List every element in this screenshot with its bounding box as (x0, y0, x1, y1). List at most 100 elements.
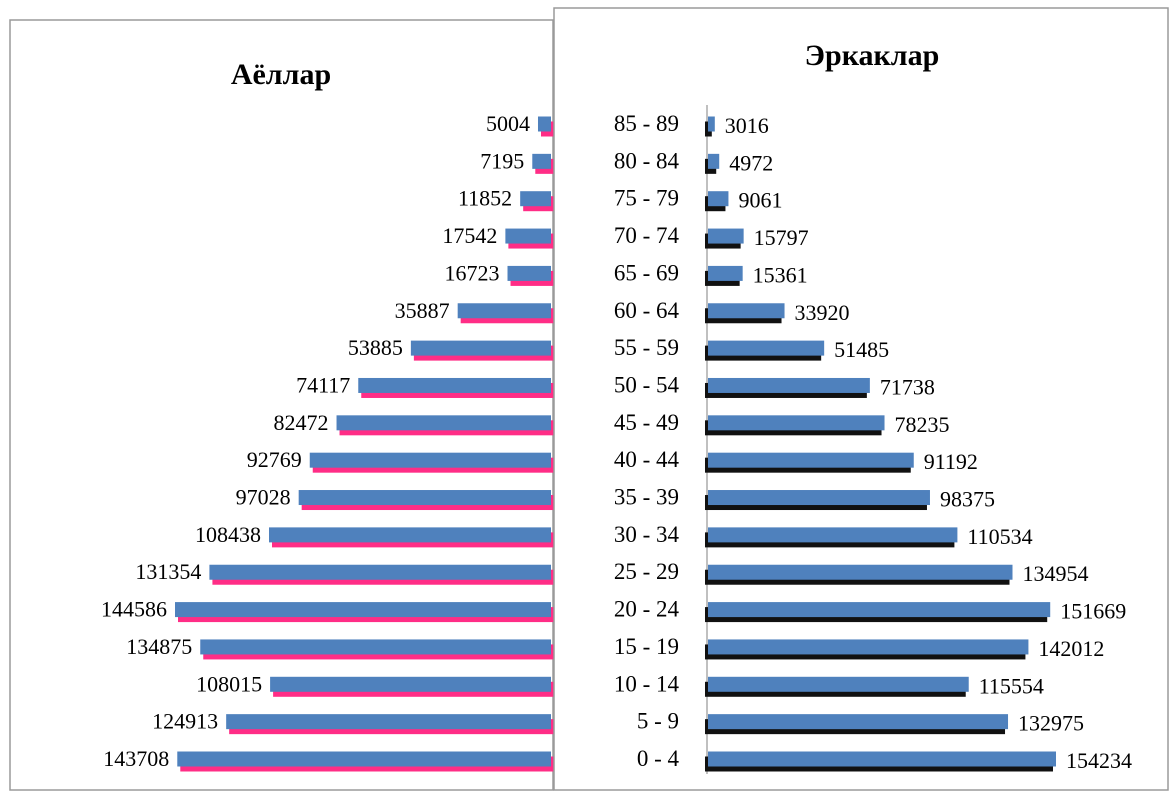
male-value-label-30-34: 110534 (967, 524, 1032, 549)
male-bar-80-84 (708, 153, 720, 169)
female-bar-65-69 (507, 265, 551, 281)
female-value-label-20-24: 144586 (101, 597, 167, 622)
female-bar-20-24 (175, 602, 551, 618)
female-bar-75-79 (520, 191, 551, 207)
female-bar-25-29 (209, 564, 551, 580)
female-bar-80-84 (532, 153, 551, 169)
age-group-label-75-79: 75 - 79 (614, 186, 679, 211)
female-value-label-85-89: 5004 (486, 111, 530, 136)
male-bar-70-74 (708, 228, 744, 244)
female-panel-frame (9, 19, 554, 791)
female-bar-50-54 (358, 377, 551, 393)
female-panel-title: Аёллар (231, 58, 331, 91)
female-value-label-35-39: 97028 (236, 485, 291, 510)
female-value-label-65-69: 16723 (445, 260, 500, 285)
female-value-label-25-29: 131354 (135, 559, 201, 584)
age-group-label-60-64: 60 - 64 (614, 298, 680, 323)
male-value-label-50-54: 71738 (880, 374, 935, 399)
age-group-label-0-4: 0 - 4 (637, 746, 680, 771)
age-group-label-50-54: 50 - 54 (614, 372, 680, 397)
age-group-label-85-89: 85 - 89 (614, 111, 679, 136)
female-bar-70-74 (505, 228, 551, 244)
age-group-label-30-34: 30 - 34 (614, 522, 680, 547)
male-bar-60-64 (708, 303, 785, 319)
male-bar-5-9 (708, 714, 1009, 730)
male-bar-25-29 (708, 564, 1013, 580)
male-panel-frame (553, 7, 1169, 791)
male-value-label-65-69: 15361 (753, 262, 808, 287)
age-group-label-5-9: 5 - 9 (637, 709, 679, 734)
male-bar-45-49 (708, 415, 885, 431)
female-value-label-55-59: 53885 (348, 335, 403, 360)
male-value-label-45-49: 78235 (895, 412, 950, 437)
female-value-label-50-54: 74117 (296, 372, 350, 397)
male-value-label-40-44: 91192 (924, 449, 978, 474)
age-group-label-40-44: 40 - 44 (614, 447, 680, 472)
female-bar-5-9 (226, 714, 551, 730)
male-value-label-75-79: 9061 (738, 188, 782, 213)
age-group-label-55-59: 55 - 59 (614, 335, 679, 360)
female-value-label-45-49: 82472 (274, 410, 329, 435)
male-value-label-85-89: 3016 (725, 113, 769, 138)
male-bar-50-54 (708, 377, 870, 393)
male-value-label-35-39: 98375 (940, 487, 995, 512)
female-bar-10-14 (270, 676, 551, 692)
female-bar-55-59 (410, 340, 551, 356)
male-value-label-5-9: 132975 (1018, 711, 1084, 736)
female-value-label-15-19: 134875 (126, 634, 192, 659)
male-panel-title: Эркаклар (805, 39, 940, 72)
female-bar-40-44 (309, 452, 551, 468)
female-bar-30-34 (269, 527, 551, 543)
male-bar-55-59 (708, 340, 825, 356)
female-value-label-75-79: 11852 (458, 186, 512, 211)
age-group-label-45-49: 45 - 49 (614, 410, 679, 435)
male-value-label-20-24: 151669 (1060, 599, 1126, 624)
male-bar-10-14 (708, 676, 969, 692)
male-panel: Эркаклар 1542341329751155541420121516691… (553, 7, 1169, 791)
male-value-label-70-74: 15797 (754, 225, 809, 250)
male-bar-0-4 (708, 751, 1056, 767)
male-bar-40-44 (708, 452, 914, 468)
female-bar-60-64 (457, 303, 551, 319)
female-value-label-5-9: 124913 (152, 709, 218, 734)
female-value-label-80-84: 7195 (480, 148, 524, 173)
female-value-label-10-14: 108015 (196, 671, 262, 696)
male-value-label-10-14: 115554 (979, 673, 1044, 698)
age-group-label-80-84: 80 - 84 (614, 148, 680, 173)
male-bar-75-79 (708, 191, 729, 207)
male-value-label-55-59: 51485 (834, 337, 889, 362)
age-group-label-25-29: 25 - 29 (614, 559, 679, 584)
female-bar-85-89 (537, 116, 551, 132)
age-group-label-15-19: 15 - 19 (614, 634, 679, 659)
female-bar-15-19 (200, 639, 552, 655)
female-bar-35-39 (298, 490, 551, 506)
male-bars: 154234 132975 115554 142012 151669 134954 1105… (705, 113, 1132, 773)
female-value-label-0-4: 143708 (103, 746, 169, 771)
male-bar-35-39 (708, 490, 930, 506)
male-value-label-25-29: 134954 (1022, 561, 1088, 586)
female-bar-45-49 (336, 415, 551, 431)
female-value-label-40-44: 92769 (247, 447, 302, 472)
age-group-label-70-74: 70 - 74 (614, 223, 680, 248)
age-group-label-35-39: 35 - 39 (614, 485, 679, 510)
male-bar-30-34 (708, 527, 958, 543)
female-value-label-70-74: 17542 (442, 223, 497, 248)
age-group-label-10-14: 10 - 14 (614, 671, 680, 696)
female-bar-0-4 (177, 751, 551, 767)
male-value-label-60-64: 33920 (795, 300, 850, 325)
male-bar-20-24 (708, 602, 1051, 618)
male-bar-65-69 (708, 265, 743, 281)
female-value-label-30-34: 108438 (195, 522, 261, 547)
age-group-labels: 0 - 4 5 - 9 10 - 14 15 - 19 20 - 24 25 - 29 30… (614, 111, 680, 771)
male-bar-15-19 (708, 639, 1029, 655)
male-bar-85-89 (708, 116, 715, 132)
female-value-label-60-64: 35887 (395, 298, 450, 323)
male-value-label-80-84: 4972 (729, 150, 773, 175)
male-value-label-15-19: 142012 (1038, 636, 1104, 661)
age-group-label-65-69: 65 - 69 (614, 260, 679, 285)
age-group-label-20-24: 20 - 24 (614, 597, 680, 622)
male-value-label-0-4: 154234 (1066, 748, 1132, 773)
